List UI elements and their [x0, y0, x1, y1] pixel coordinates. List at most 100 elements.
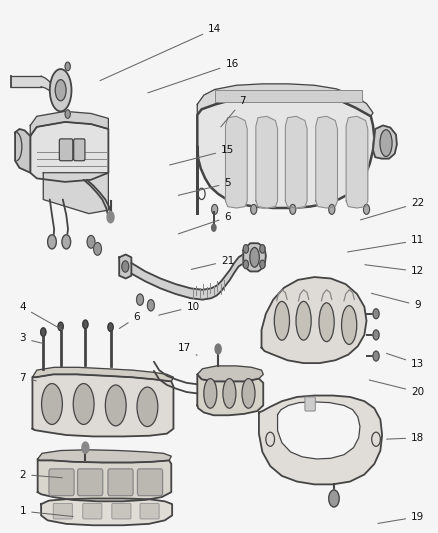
Polygon shape: [197, 84, 373, 116]
Polygon shape: [197, 95, 374, 214]
Circle shape: [48, 235, 57, 249]
Text: 5: 5: [178, 179, 231, 195]
Polygon shape: [119, 255, 131, 278]
Text: 13: 13: [386, 353, 424, 369]
Circle shape: [41, 328, 46, 336]
Polygon shape: [259, 395, 382, 484]
Polygon shape: [346, 116, 368, 208]
Circle shape: [65, 110, 71, 118]
Text: 19: 19: [378, 512, 424, 523]
Text: 14: 14: [100, 24, 221, 80]
Text: 21: 21: [191, 256, 234, 269]
Polygon shape: [38, 459, 171, 502]
Text: 4: 4: [20, 302, 63, 330]
Polygon shape: [261, 277, 367, 363]
Ellipse shape: [296, 301, 311, 340]
Polygon shape: [373, 125, 397, 159]
Ellipse shape: [242, 378, 255, 408]
Polygon shape: [226, 116, 247, 208]
Polygon shape: [11, 76, 41, 87]
Ellipse shape: [55, 79, 66, 101]
Circle shape: [82, 442, 89, 454]
Circle shape: [148, 300, 154, 311]
Text: 3: 3: [20, 334, 43, 343]
FancyBboxPatch shape: [53, 503, 72, 519]
Polygon shape: [131, 253, 245, 300]
Text: 11: 11: [347, 236, 424, 252]
Circle shape: [373, 330, 379, 340]
Circle shape: [290, 205, 296, 214]
Text: 18: 18: [387, 433, 424, 443]
FancyBboxPatch shape: [215, 90, 362, 102]
Ellipse shape: [380, 130, 392, 157]
Circle shape: [212, 205, 218, 214]
Ellipse shape: [250, 247, 259, 267]
Text: 16: 16: [148, 59, 239, 93]
Ellipse shape: [204, 378, 217, 408]
Ellipse shape: [137, 387, 158, 426]
Circle shape: [212, 224, 216, 231]
Circle shape: [137, 294, 144, 305]
Ellipse shape: [342, 305, 357, 344]
Polygon shape: [30, 111, 108, 136]
Text: 10: 10: [159, 302, 200, 315]
Text: 20: 20: [369, 380, 424, 397]
Circle shape: [62, 235, 71, 249]
Ellipse shape: [223, 378, 236, 408]
Polygon shape: [316, 116, 337, 208]
Circle shape: [94, 243, 102, 255]
Text: 1: 1: [20, 506, 73, 516]
Ellipse shape: [105, 385, 126, 426]
Polygon shape: [286, 116, 307, 208]
Ellipse shape: [50, 69, 71, 111]
Text: 2: 2: [20, 470, 62, 480]
Ellipse shape: [42, 384, 62, 424]
Polygon shape: [197, 366, 263, 382]
Polygon shape: [41, 76, 54, 98]
Text: 12: 12: [365, 265, 424, 277]
Text: 15: 15: [170, 145, 234, 165]
FancyBboxPatch shape: [60, 139, 73, 161]
Circle shape: [108, 323, 113, 332]
Circle shape: [251, 205, 257, 214]
Circle shape: [243, 245, 248, 253]
Text: 7: 7: [221, 96, 246, 127]
Polygon shape: [41, 498, 172, 526]
Polygon shape: [278, 402, 360, 459]
Circle shape: [58, 322, 63, 330]
FancyBboxPatch shape: [138, 469, 162, 496]
Polygon shape: [15, 129, 30, 173]
FancyBboxPatch shape: [112, 503, 131, 519]
Text: 9: 9: [371, 293, 421, 310]
Polygon shape: [243, 243, 266, 271]
Polygon shape: [32, 367, 173, 382]
FancyBboxPatch shape: [74, 139, 85, 161]
FancyBboxPatch shape: [108, 469, 133, 496]
Ellipse shape: [274, 301, 290, 340]
Polygon shape: [197, 374, 263, 415]
Circle shape: [87, 236, 95, 248]
Circle shape: [260, 245, 265, 253]
Text: 17: 17: [178, 343, 197, 356]
FancyBboxPatch shape: [83, 503, 102, 519]
Ellipse shape: [73, 384, 94, 424]
Circle shape: [329, 490, 339, 507]
Polygon shape: [256, 116, 278, 208]
Polygon shape: [32, 374, 173, 437]
Circle shape: [364, 205, 370, 214]
Circle shape: [122, 261, 129, 272]
Text: 6: 6: [178, 212, 231, 234]
Circle shape: [373, 351, 379, 361]
Circle shape: [329, 205, 335, 214]
Circle shape: [373, 309, 379, 319]
FancyBboxPatch shape: [305, 397, 315, 411]
Text: 7: 7: [20, 373, 36, 383]
Polygon shape: [38, 450, 171, 463]
FancyBboxPatch shape: [140, 503, 159, 519]
Text: 6: 6: [120, 312, 140, 328]
Circle shape: [260, 260, 265, 269]
Circle shape: [215, 344, 221, 354]
Text: 22: 22: [360, 198, 424, 220]
Circle shape: [83, 320, 88, 328]
FancyBboxPatch shape: [49, 469, 74, 496]
